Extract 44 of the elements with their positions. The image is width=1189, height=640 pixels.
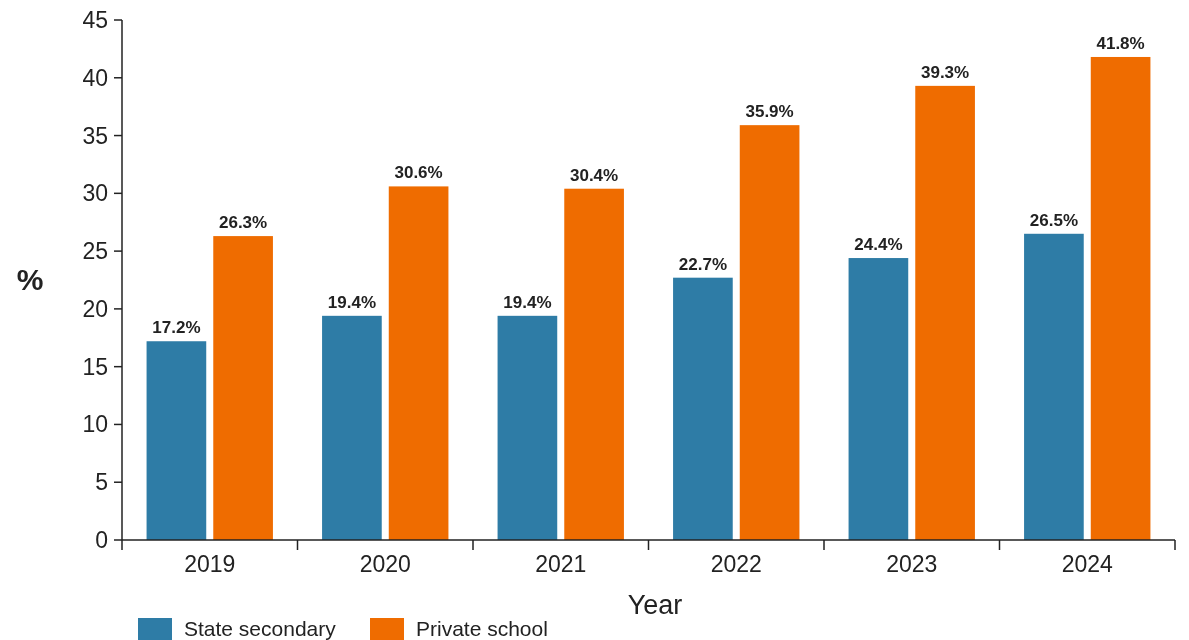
x-tick-label: 2020: [359, 551, 411, 577]
y-axis-title: %: [16, 263, 44, 296]
x-axis-title: Year: [627, 590, 683, 620]
bar: [497, 315, 558, 540]
bar: [673, 277, 733, 540]
y-tick-label: 45: [82, 7, 108, 34]
data-label: 35.9%: [745, 102, 794, 122]
legend-label: Private school: [416, 617, 548, 640]
y-tick-label: 10: [82, 411, 108, 438]
y-tick-label: 20: [82, 295, 108, 322]
data-label: 22.7%: [678, 254, 728, 274]
bar: [213, 236, 273, 540]
y-tick-label: 15: [82, 353, 108, 380]
data-label: 24.4%: [854, 235, 903, 255]
x-tick-label: 2019: [184, 551, 236, 577]
data-label: 19.4%: [503, 292, 552, 312]
bar: [564, 188, 624, 540]
bar: [146, 341, 207, 540]
bar: [1024, 233, 1084, 540]
data-label: 26.5%: [1029, 210, 1079, 230]
data-label: 41.8%: [1096, 33, 1145, 53]
y-tick-label: 25: [82, 238, 108, 265]
x-tick-label: 2021: [535, 551, 587, 577]
x-tick-label: 2022: [710, 551, 762, 577]
y-tick-label: 35: [82, 122, 108, 149]
y-tick-label: 5: [95, 469, 108, 496]
bar: [388, 186, 449, 540]
y-tick-label: 30: [82, 180, 108, 207]
y-tick-label: 0: [95, 527, 108, 554]
data-label: 26.3%: [218, 213, 268, 233]
y-tick-label: 40: [82, 64, 108, 91]
legend-label: State secondary: [184, 617, 337, 640]
x-tick-label: 2023: [886, 551, 938, 577]
bar: [915, 85, 975, 540]
data-label: 30.6%: [394, 163, 443, 183]
bar: [322, 315, 382, 540]
bar: [848, 258, 909, 540]
data-label: 39.3%: [920, 62, 970, 82]
x-tick-label: 2024: [1061, 551, 1114, 577]
data-label: 30.4%: [569, 165, 619, 185]
data-label: 17.2%: [152, 318, 201, 338]
data-label: 19.4%: [327, 292, 377, 312]
bar: [1090, 56, 1151, 540]
bar: [739, 125, 800, 540]
